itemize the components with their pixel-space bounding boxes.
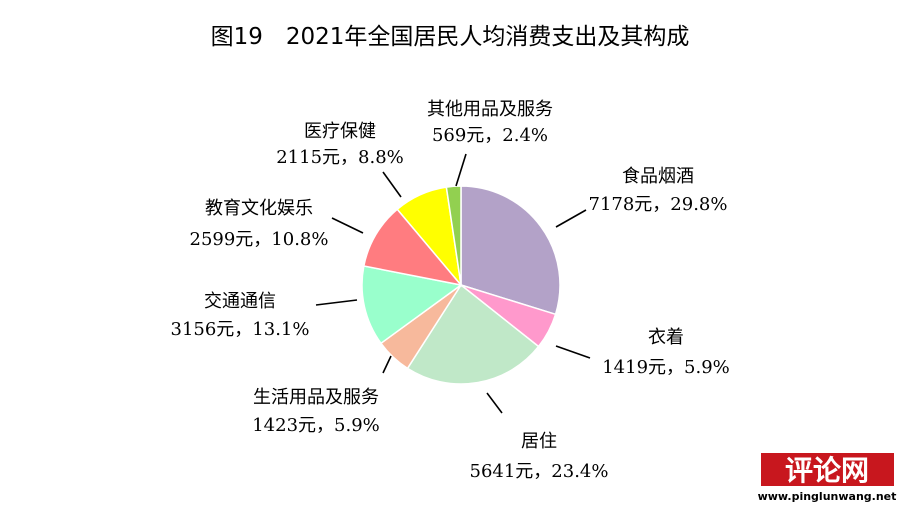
pie-slice bbox=[406, 283, 540, 385]
slice-value-label: 1419元，5.9% bbox=[602, 357, 730, 378]
slice-labels: 食品烟酒 7178元，29.8% 衣着 1419元，5.9% 居住 5641元，23.4%… bbox=[171, 99, 730, 482]
watermark-text: 评论网 bbox=[785, 454, 869, 487]
leader-line bbox=[486, 392, 503, 414]
slice-category-label: 交通通信 bbox=[204, 291, 276, 312]
leader-lines bbox=[315, 153, 591, 414]
leader-line bbox=[382, 355, 392, 374]
leader-line bbox=[382, 171, 402, 198]
slice-category-label: 其他用品及服务 bbox=[427, 99, 553, 120]
slice-value-label: 2115元，8.8% bbox=[276, 147, 404, 168]
leader-line bbox=[455, 153, 467, 187]
slice-category-label: 食品烟酒 bbox=[622, 166, 694, 187]
leader-line bbox=[555, 345, 591, 359]
slice-category-label: 教育文化娱乐 bbox=[205, 198, 313, 219]
pie-slices bbox=[361, 185, 561, 385]
slice-category-label: 居住 bbox=[521, 431, 557, 452]
slice-value-label: 3156元，13.1% bbox=[171, 319, 310, 340]
slice-category-label: 医疗保健 bbox=[304, 121, 376, 142]
slice-value-label: 2599元，10.8% bbox=[190, 229, 329, 250]
watermark-box bbox=[761, 453, 894, 486]
slice-category-label: 衣着 bbox=[648, 327, 684, 348]
slice-category-label: 生活用品及服务 bbox=[253, 387, 379, 408]
watermark-url: www.pinglunwang.net bbox=[758, 490, 897, 503]
chart-title: 图19 2021年全国居民人均消费支出及其构成 bbox=[211, 24, 690, 50]
leader-line bbox=[555, 209, 587, 228]
pie-slice bbox=[362, 208, 463, 287]
slice-value-label: 1423元，5.9% bbox=[252, 415, 380, 436]
slice-value-label: 569元，2.4% bbox=[432, 125, 548, 146]
pie-slice bbox=[361, 265, 463, 345]
leader-line bbox=[331, 217, 364, 234]
slice-value-label: 7178元，29.8% bbox=[589, 194, 728, 215]
slice-value-label: 5641元，23.4% bbox=[470, 461, 609, 482]
watermark: 评论网 www.pinglunwang.net bbox=[758, 453, 897, 503]
pie-slice bbox=[460, 185, 561, 316]
leader-line bbox=[315, 299, 358, 306]
pie-slice bbox=[445, 185, 462, 286]
